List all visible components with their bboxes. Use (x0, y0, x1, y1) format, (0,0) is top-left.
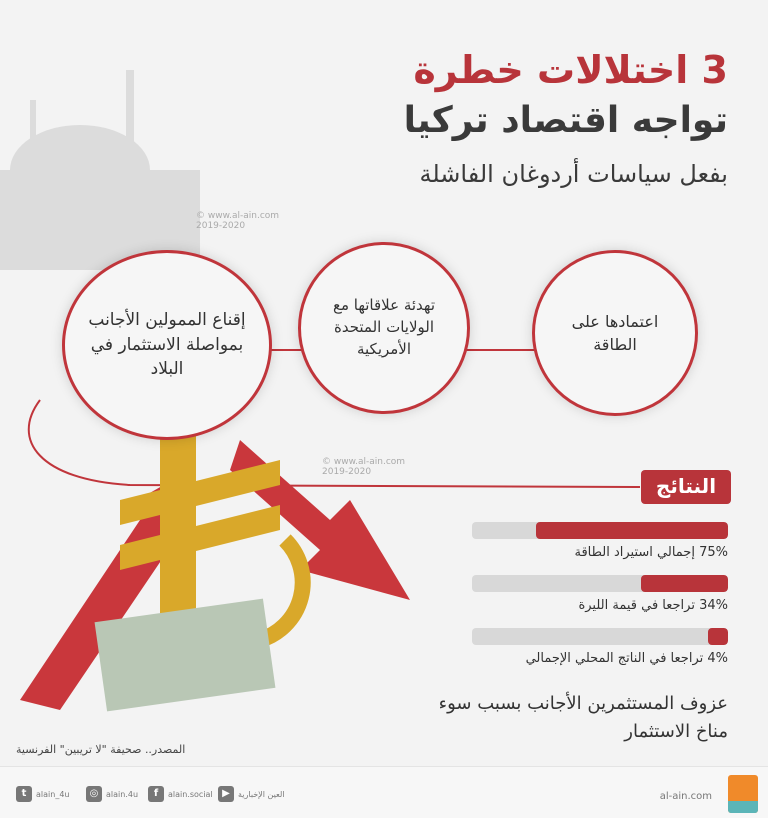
al-ain-logo (728, 775, 758, 813)
subtitle: بفعل سياسات أردوغان الفاشلة (419, 160, 728, 188)
results-heading: النتائج (641, 470, 731, 504)
lira-curve (257, 534, 311, 648)
result-label: 4% تراجعا في الناتج المحلي الإجمالي (525, 651, 728, 666)
mosque-silhouette (0, 70, 200, 270)
footer: t alain_4u ◎ alain.4u f alain.social ▶ العين… (0, 766, 768, 818)
result-bar-lira (472, 575, 728, 592)
twitter-icon: t (16, 786, 32, 802)
title-line2: تواجه اقتصاد تركيا (403, 100, 728, 141)
site-url[interactable]: al-ain.com (659, 791, 712, 802)
bar-fill (640, 575, 728, 592)
result-label: 34% تراجعا في قيمة الليرة (578, 598, 728, 613)
social-facebook[interactable]: f alain.social (148, 786, 213, 802)
facebook-icon: f (148, 786, 164, 802)
social-instagram[interactable]: ◎ alain.4u (86, 786, 138, 802)
bar-fill (536, 522, 728, 539)
source-note: المصدر.. صحيفة "لا تريبين" الفرنسية (16, 743, 186, 756)
bar-fill (707, 628, 728, 645)
cause-us-relations: تهدئة علاقاتها مع الولايات المتحدة الأمر… (298, 242, 470, 414)
youtube-icon: ▶ (218, 786, 234, 802)
result-bar-energy (472, 522, 728, 539)
rising-arrow (20, 470, 195, 710)
conclusion-text: عزوف المستثمرين الأجانب بسبب سوء مناخ ال… (438, 693, 728, 742)
social-twitter[interactable]: t alain_4u (16, 786, 69, 802)
cause-foreign-investors: إقناع الممولين الأجانب بمواصلة الاستثمار… (62, 250, 272, 440)
title-line1: 3 اختلالات خطرة (413, 48, 728, 92)
banknote (94, 598, 276, 712)
cause-energy-dependence: اعتمادها على الطاقة (532, 250, 698, 416)
instagram-icon: ◎ (86, 786, 102, 802)
social-youtube[interactable]: ▶ العين الإخبارية (218, 786, 285, 802)
watermark: © www.al-ain.com 2019-2020 (322, 457, 406, 477)
result-bar-gdp (472, 628, 728, 645)
lira-symbol (120, 420, 280, 630)
watermark: © www.al-ain.com 2019-2020 (196, 211, 280, 231)
result-label: 75% إجمالي استيراد الطاقة (574, 545, 728, 560)
connector-curve (27, 399, 641, 488)
